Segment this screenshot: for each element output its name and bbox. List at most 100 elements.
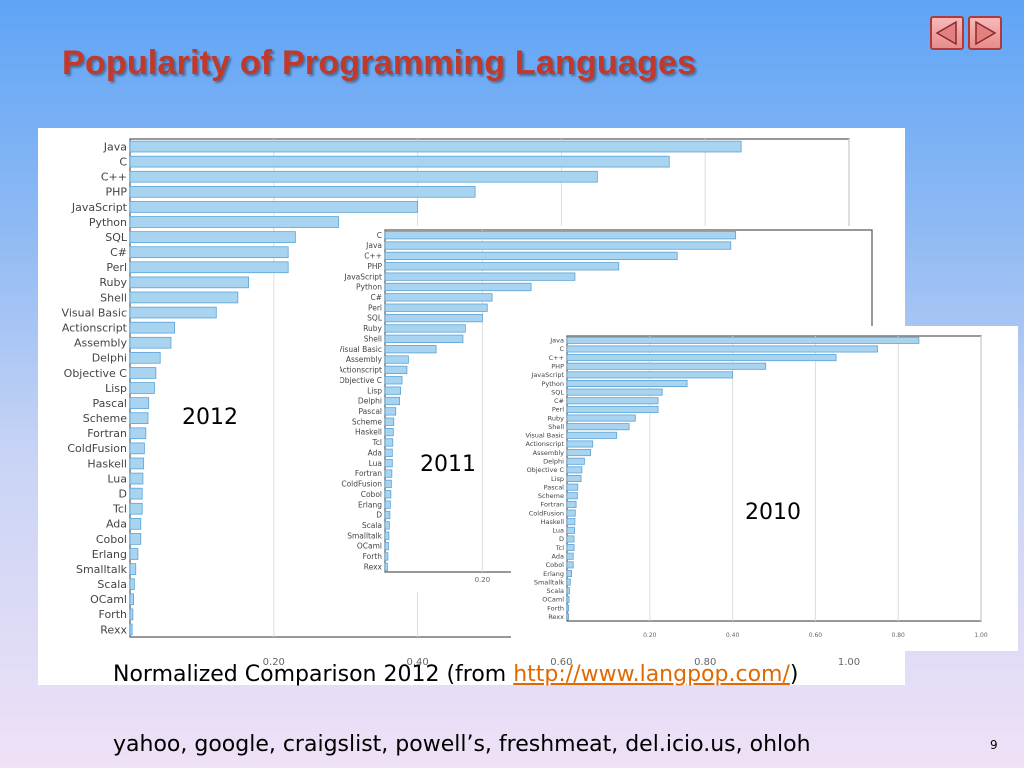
bar <box>129 291 239 304</box>
category-label: Scheme <box>538 492 564 500</box>
bar <box>129 502 143 515</box>
category-label: PHP <box>367 262 382 271</box>
previous-slide-button[interactable] <box>930 16 964 50</box>
category-label: Ruby <box>548 414 564 422</box>
bar <box>129 246 289 259</box>
bar <box>384 500 391 509</box>
bar <box>384 293 493 302</box>
bar <box>566 604 570 612</box>
category-label: Erlang <box>358 500 382 509</box>
bar <box>384 386 401 395</box>
category-label: Actionscript <box>340 366 382 375</box>
category-label: Visual Basic <box>525 432 564 440</box>
bar <box>129 457 145 470</box>
category-label: Perl <box>106 261 127 274</box>
langpop-link[interactable]: http://www.langpop.com/ <box>513 662 790 687</box>
category-label: C++ <box>549 354 564 362</box>
bar <box>129 231 296 243</box>
bar <box>384 241 732 250</box>
bar <box>129 306 217 319</box>
category-label: C# <box>110 246 127 259</box>
bar <box>566 578 571 586</box>
category-label: Assembly <box>533 449 564 457</box>
category-label: Scala <box>362 521 382 530</box>
bar <box>566 414 636 422</box>
bar <box>566 397 659 405</box>
bar <box>384 345 437 354</box>
bar <box>566 613 569 621</box>
bar <box>566 595 570 603</box>
category-label: Lisp <box>367 386 382 395</box>
bar <box>384 469 393 478</box>
bar <box>129 170 598 183</box>
bar <box>384 251 678 261</box>
category-label: Scala <box>547 587 564 595</box>
category-label: Assembly <box>74 337 128 350</box>
x-tick-label: 0.60 <box>550 657 572 668</box>
category-label: Objective C <box>527 466 565 474</box>
bar <box>566 336 920 344</box>
bar <box>384 490 392 499</box>
category-label: Python <box>89 216 127 229</box>
chart-2010-panel: 0.20 0.40 0.60 0.80 1.00 Java C C++ PHP JavaScrip… <box>511 326 1018 651</box>
category-label: Forth <box>547 604 564 612</box>
bar <box>129 261 289 274</box>
category-label: Lisp <box>105 382 127 395</box>
category-label: JavaScript <box>343 272 382 281</box>
bar <box>129 487 143 500</box>
bar <box>129 427 147 440</box>
bar <box>384 438 394 447</box>
year-label-2010: 2010 <box>745 500 801 525</box>
category-label: Lua <box>369 459 382 468</box>
bar <box>384 427 394 437</box>
category-label: Rexx <box>100 623 127 636</box>
bar <box>566 474 582 483</box>
category-label: Fortran <box>87 427 127 440</box>
category-label: Forth <box>363 552 383 561</box>
category-label: JavaScript <box>530 371 564 379</box>
bar <box>129 548 139 560</box>
bar <box>566 457 585 465</box>
category-label: JavaScript <box>71 201 128 214</box>
category-label: OCaml <box>357 542 382 551</box>
bar <box>566 423 630 431</box>
bar <box>566 466 583 474</box>
category-label: C <box>377 231 382 240</box>
category-label: Java <box>365 241 382 250</box>
category-label: SQL <box>105 231 128 244</box>
category-label: Delphi <box>358 397 382 406</box>
category-label: Smalltalk <box>76 563 128 576</box>
bar <box>129 155 670 168</box>
bar <box>566 509 576 517</box>
category-label: ColdFusion <box>67 442 127 455</box>
x-tick-label: 1.00 <box>974 632 988 639</box>
category-label: OCaml <box>90 593 127 606</box>
bar <box>384 479 392 489</box>
category-label: Actionscript <box>62 321 128 334</box>
category-label: C# <box>370 293 382 302</box>
category-label: Fortran <box>541 501 564 509</box>
bar <box>129 201 419 213</box>
bar <box>129 397 150 409</box>
category-label: Pascal <box>544 483 565 491</box>
bar <box>384 396 401 406</box>
category-label: Java <box>549 337 564 345</box>
category-label: Haskell <box>87 457 127 470</box>
slide-title: Popularity of Programming Languages <box>62 44 697 82</box>
triangle-right-icon <box>975 20 997 46</box>
bar <box>566 561 574 569</box>
data-sources: yahoo, google, craigslist, powell’s, fre… <box>113 732 811 757</box>
bar <box>384 272 576 281</box>
bar <box>384 541 389 551</box>
bar <box>129 412 149 425</box>
bar <box>384 448 393 457</box>
next-slide-button[interactable] <box>968 16 1002 50</box>
category-label: Ada <box>552 553 564 561</box>
category-label: Actionscript <box>526 440 565 448</box>
x-tick-label: 0.40 <box>406 657 428 668</box>
bar <box>566 500 577 508</box>
caption-suffix: ) <box>789 662 799 687</box>
category-label: Pascal <box>359 407 383 416</box>
category-label: Delphi <box>543 458 564 466</box>
bar <box>566 362 767 370</box>
